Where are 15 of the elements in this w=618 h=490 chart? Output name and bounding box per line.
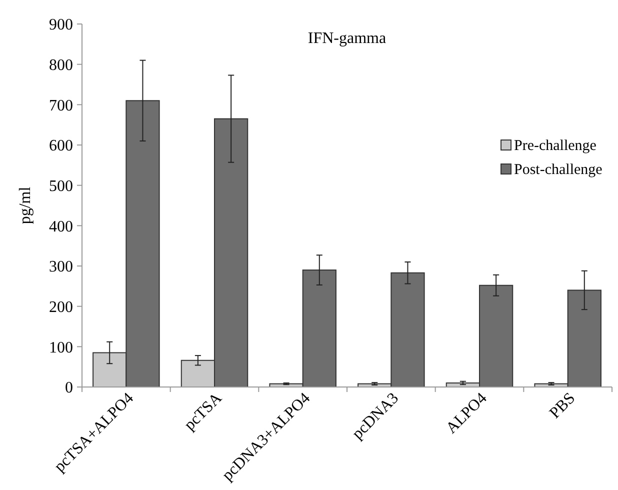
y-tick-label: 800 xyxy=(49,56,73,74)
chart-title: IFN-gamma xyxy=(308,30,386,47)
y-tick-label: 0 xyxy=(65,380,73,397)
y-axis-title: pg/ml xyxy=(17,186,34,224)
legend-label: Post-challenge xyxy=(514,162,603,178)
y-tick-label: 400 xyxy=(49,218,73,236)
y-tick-label: 700 xyxy=(49,97,73,114)
legend-label: Pre-challenge xyxy=(514,138,597,154)
y-tick-label: 100 xyxy=(49,339,73,356)
y-tick-label: 500 xyxy=(49,178,73,195)
y-tick-label: 900 xyxy=(49,16,73,34)
x-tick-label: PBS xyxy=(546,390,579,422)
y-tick-label: 600 xyxy=(49,138,73,155)
y-tick-label: 300 xyxy=(49,258,73,276)
y-tick-label: 200 xyxy=(49,298,73,316)
